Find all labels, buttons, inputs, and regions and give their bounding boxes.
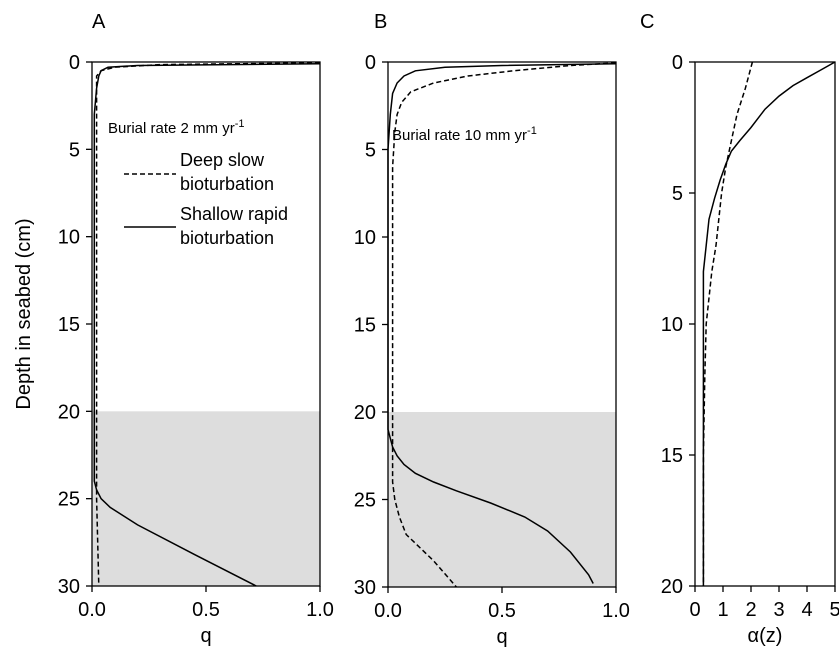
legend-dashed-label: Deep slow	[180, 150, 265, 170]
y-tick-label: 5	[69, 139, 80, 161]
y-tick-label: 20	[354, 402, 376, 424]
x-tick-label: 4	[801, 599, 812, 621]
legend-solid-label: bioturbation	[180, 228, 274, 248]
y-tick-label: 15	[661, 445, 683, 467]
panel-letter: B	[374, 11, 387, 33]
x-tick-label: 1.0	[602, 600, 630, 622]
dashed-curve	[391, 62, 617, 588]
y-tick-label: 10	[661, 314, 683, 336]
y-tick-label: 15	[58, 314, 80, 336]
y-tick-label: 0	[69, 52, 80, 74]
solid-curve	[387, 63, 617, 584]
y-tick-label: 10	[58, 227, 80, 249]
x-tick-label: 3	[773, 599, 784, 621]
x-tick-label: 0.5	[192, 599, 220, 621]
x-axis-label: q	[496, 626, 507, 648]
y-tick-label: 30	[58, 576, 80, 598]
y-tick-label: 5	[672, 183, 683, 205]
burial-rate-annotation: Burial rate 2 mm yr-1	[108, 118, 244, 137]
x-axis-label: q	[200, 625, 211, 647]
panel-b: B 0 5 10 15 20 25 300.0 0.5 1.0 q Burial rate 10 mm…	[354, 11, 630, 648]
x-axis-label: α(z)	[748, 625, 783, 647]
y-tick-label: 5	[365, 140, 376, 162]
panel-letter: A	[92, 11, 106, 33]
x-tick-label: 0.0	[78, 599, 106, 621]
y-tick-label: 30	[354, 577, 376, 599]
x-tick-label: 0	[689, 599, 700, 621]
x-tick-label: 0.5	[488, 600, 516, 622]
y-tick-label: 25	[58, 489, 80, 511]
y-axis-label: Depth in seabed (cm)	[13, 218, 35, 409]
x-tick-label: 1.0	[306, 599, 334, 621]
x-tick-label: 1	[717, 599, 728, 621]
y-tick-label: 20	[58, 401, 80, 423]
solid-curve	[702, 61, 836, 586]
y-tick-label: 10	[354, 227, 376, 249]
y-tick-label: 20	[661, 576, 683, 598]
dashed-curve	[702, 61, 754, 586]
legend: Deep slow bioturbation Shallow rapid biotur…	[124, 150, 288, 248]
burial-rate-annotation: Burial rate 10 mm yr-1	[392, 125, 537, 144]
y-tick-label: 15	[354, 315, 376, 337]
panel-letter: C	[640, 11, 654, 33]
x-tick-label: 2	[745, 599, 756, 621]
x-tick-label: 0.0	[374, 600, 402, 622]
shaded-region	[92, 411, 320, 586]
y-tick-label: 25	[354, 490, 376, 512]
y-tick-label: 0	[672, 52, 683, 74]
plot-frame	[694, 61, 836, 587]
panel-a: A0 5 10 15 20 25 300.0 0.5 1.0 q Depth in seabed (…	[13, 11, 334, 647]
legend-solid-label: Shallow rapid	[180, 204, 288, 224]
shaded-region	[388, 412, 616, 587]
legend-dashed-label: bioturbation	[180, 174, 274, 194]
y-tick-label: 0	[365, 52, 376, 74]
x-tick-label: 5	[829, 599, 839, 621]
